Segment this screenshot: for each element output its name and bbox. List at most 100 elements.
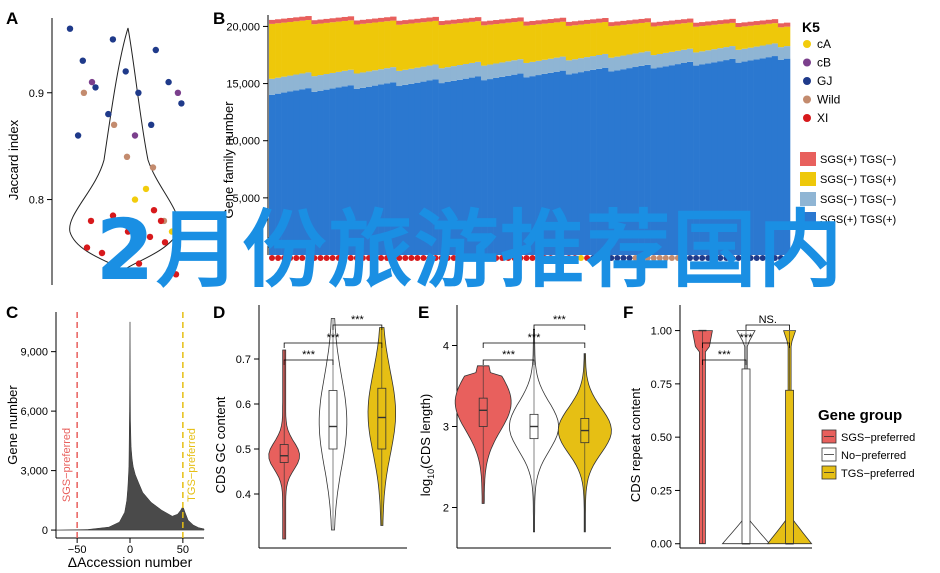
panel-b-bar-segment bbox=[759, 20, 767, 25]
panel-b-legend-k5-swatch bbox=[803, 58, 811, 67]
panel-b-bar-segment bbox=[608, 71, 615, 256]
panel-f-sig-bracket bbox=[702, 359, 747, 365]
panel-b-bar-segment bbox=[323, 89, 330, 256]
panel-b-bar-segment bbox=[608, 22, 615, 27]
panel-b-bar-segment bbox=[487, 24, 494, 65]
panel-b-bar-segment bbox=[468, 21, 476, 63]
panel-b-bar-segment bbox=[329, 18, 336, 23]
panel-b-bar-segment bbox=[499, 23, 506, 63]
panel-b-bar-segment bbox=[638, 52, 645, 66]
panel-b-bar-segment bbox=[311, 91, 318, 255]
panel-b-bar-segment bbox=[783, 58, 791, 255]
panel-a-point-xi bbox=[172, 271, 180, 278]
panel-b-bar-segment bbox=[347, 20, 355, 70]
panel-b-bar-segment bbox=[638, 22, 645, 53]
panel-a-point-cb bbox=[131, 132, 139, 139]
panel-b-group-dot bbox=[335, 255, 342, 261]
panel-b-bar-segment bbox=[644, 64, 651, 255]
panel-b-group-dot bbox=[735, 255, 742, 261]
panel-b-bar-segment bbox=[577, 58, 585, 73]
panel-b-bar-segment bbox=[450, 23, 458, 67]
panel-c-y-tick-label: 9,000 bbox=[20, 347, 48, 359]
panel-a-points bbox=[66, 25, 185, 278]
panel-b-bar-segment bbox=[426, 80, 433, 255]
panel-f-sig-bracket bbox=[745, 324, 790, 330]
panel-f-legend-label: No−preferred bbox=[841, 450, 906, 462]
panel-b-bar-segment bbox=[541, 23, 548, 60]
panel-f-legend-label: TGS−preferred bbox=[841, 468, 915, 480]
panel-b-group-dot bbox=[287, 255, 294, 261]
panel-a-point-xi bbox=[120, 255, 128, 262]
panel-b-bar-segment bbox=[735, 27, 742, 50]
panel-a-point-wild bbox=[123, 153, 131, 160]
panel-b-bar-segment bbox=[293, 21, 300, 75]
panel-b-bar-segment bbox=[699, 26, 706, 52]
panel-d-sig-bracket bbox=[283, 342, 383, 348]
panel-b-bar-segment bbox=[680, 19, 688, 24]
panel-b-bar-segment bbox=[493, 77, 500, 255]
panel-b-bar-segment bbox=[329, 88, 336, 255]
panel-b-bar-segment bbox=[741, 48, 748, 62]
panel-b-legend-k5-label: cA bbox=[817, 37, 831, 51]
panel-b-bar-segment bbox=[487, 64, 494, 80]
panel-b-bar-segment bbox=[365, 86, 373, 255]
panel-a-point-gj bbox=[66, 25, 74, 32]
panel-b-group-dot bbox=[741, 255, 748, 261]
panel-b-bar-segment bbox=[347, 85, 355, 256]
panel-b-bar-segment bbox=[777, 47, 785, 60]
panel-b-group-dot bbox=[632, 255, 639, 261]
panel-b-bar-segment bbox=[711, 24, 718, 50]
panel-b-bar-segment bbox=[474, 17, 482, 22]
panel-b-bar-segment bbox=[632, 19, 639, 24]
panel-b-bar-segment bbox=[420, 18, 427, 23]
panel-b-bar-segment bbox=[668, 24, 676, 52]
panel-a-point-cb bbox=[88, 78, 96, 86]
panel-b-bar-segment bbox=[493, 63, 500, 78]
panel-b-bar-segment bbox=[705, 25, 712, 51]
panel-b-bar-segment bbox=[674, 50, 682, 65]
panel-b-bar-segment bbox=[523, 25, 530, 63]
panel-b-group-dot bbox=[299, 255, 306, 261]
panel-b-bar-segment bbox=[365, 71, 373, 87]
panel-b-bar-segment bbox=[505, 18, 512, 23]
panel-b-bar-segment bbox=[390, 16, 397, 21]
panel-f-legend-title: Gene group bbox=[818, 407, 902, 424]
panel-b-bar-segment bbox=[771, 43, 779, 57]
panel-b-bar-segment bbox=[723, 23, 730, 48]
panel-b-bar-segment bbox=[741, 22, 748, 27]
panel-b-bar-segment bbox=[305, 20, 312, 73]
panel-b-bar-segment bbox=[705, 63, 712, 255]
panel-b-bar-segment bbox=[662, 21, 670, 26]
panel-b-group-dot bbox=[608, 255, 615, 261]
panel-b-bar-segment bbox=[535, 24, 542, 61]
panel-b-bar-segment bbox=[275, 19, 282, 24]
panel-a-point-gj bbox=[178, 100, 185, 107]
panel-b-legend-k5-swatch bbox=[803, 95, 811, 104]
panel-b-bar-segment bbox=[729, 18, 736, 23]
panel-b-bar-segment bbox=[287, 75, 294, 92]
panel-b-bar-segment bbox=[759, 24, 767, 46]
panel-b-bar-segment bbox=[493, 24, 500, 64]
panel-a-point-ca bbox=[131, 196, 139, 203]
panel-b-legend-sgs-label: SGS(+) TGS(−) bbox=[820, 154, 896, 166]
panel-b-bar-segment bbox=[323, 74, 330, 90]
panel-b-bar-segment bbox=[275, 23, 282, 78]
panel-f-y-tick-label: 0.50 bbox=[651, 432, 672, 444]
panel-b-bar-segment bbox=[656, 67, 664, 255]
panel-b-bar-segment bbox=[668, 51, 676, 66]
panel-d-gc-violin: CDS GC content 0.4 0.5 0.6 0.7 *** *** *** bbox=[213, 305, 407, 549]
panel-b-group-dot bbox=[747, 255, 754, 261]
panel-b-bar-segment bbox=[384, 17, 391, 22]
panel-b-bar-segment bbox=[281, 18, 288, 23]
panel-b-group-dot bbox=[729, 255, 736, 261]
panel-c-x-tick-label: −50 bbox=[68, 544, 87, 556]
panel-b-bar-segment bbox=[729, 46, 736, 59]
panel-c-y-tick-label: 6,000 bbox=[20, 406, 48, 418]
panel-b-bar-segment bbox=[650, 26, 658, 56]
panel-b-legend-sgs-label: SGS(−) TGS(−) bbox=[820, 194, 896, 206]
panel-b-bar-segment bbox=[644, 51, 651, 65]
panel-d-box-1 bbox=[279, 444, 289, 463]
panel-b-group-dot bbox=[353, 255, 360, 261]
panel-b-bar-segment bbox=[590, 19, 597, 24]
panel-b-bar-segment bbox=[644, 22, 651, 52]
